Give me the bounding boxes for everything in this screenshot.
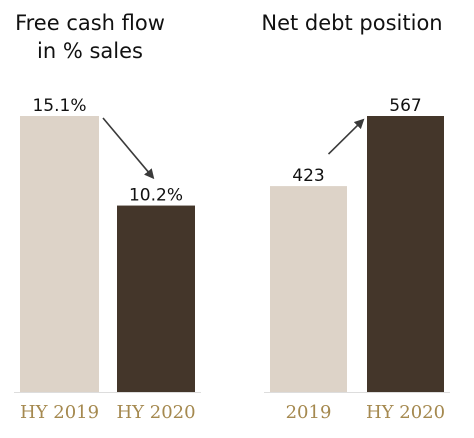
left-category-label-0: HY 2019 [20,402,99,423]
right-bar-0 [270,186,347,392]
left-chart-title-line-2: in % sales [37,39,143,63]
right-chart-marks: 423 2019 567 HY 2020 [264,96,450,423]
right-value-label-1: 567 [389,96,421,116]
right-chart-title: Net debt position [261,11,442,35]
left-value-label-0: 15.1% [32,96,86,116]
left-bar-0 [20,116,99,392]
right-trend-arrow [327,118,365,155]
right-bar-1 [367,116,444,392]
left-chart-marks: 15.1% HY 2019 10.2% HY 2020 [14,96,201,423]
left-trend-arrow [102,117,155,180]
right-category-label-0: 2019 [286,402,332,423]
left-chart-title-line-1: Free cash flow [15,11,165,35]
right-value-label-0: 423 [292,166,324,186]
left-category-label-1: HY 2020 [116,402,195,423]
left-bar-1 [117,205,195,392]
left-value-label-1: 10.2% [129,186,183,206]
right-category-label-1: HY 2020 [366,402,445,423]
